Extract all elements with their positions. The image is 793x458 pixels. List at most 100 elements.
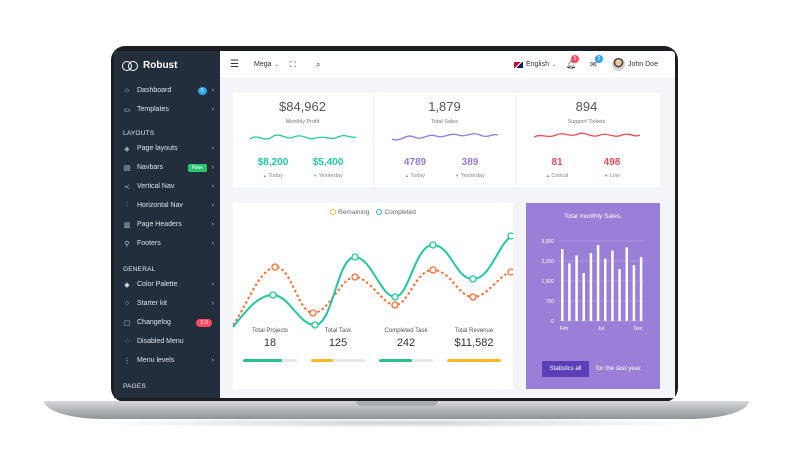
sidebar-item-page-headers[interactable]: ▥ Page Headers › <box>114 215 220 234</box>
data-point[interactable] <box>391 301 399 309</box>
stat-column: 894 Support Tickets 81 ▲ Critical 498 ▼ Low <box>517 93 656 187</box>
data-point[interactable] <box>469 293 477 301</box>
sidebar-item-starter-kit[interactable]: ○ Starter kit › <box>114 294 220 313</box>
chart-legend: Remaining Completed <box>233 209 513 216</box>
brand[interactable]: Robust <box>114 51 220 79</box>
messages-button[interactable]: ✉ 3 <box>590 55 603 69</box>
sales-bar[interactable] <box>582 273 586 321</box>
chevron-right-icon: › <box>211 240 214 247</box>
total-label: Total Projects <box>251 328 288 334</box>
stat-sub-value: $8,200 <box>257 157 289 168</box>
top-navbar: ☰ Mega ⌄ ⛶ ⌕ English ⌄ 🔔︎ 5 ✉ 3 J <box>220 51 675 79</box>
sales-bar[interactable] <box>596 245 600 321</box>
data-point[interactable] <box>507 232 513 240</box>
layers-icon: ◈ <box>124 145 130 153</box>
stat-column: $84,962 Monthly Profit $8,200 ▲ Today $5,400… <box>233 93 372 187</box>
stat-sub: $5,400 ▼ Yesterday <box>303 157 353 179</box>
language-label: English <box>526 61 549 68</box>
sidebar-item-label: Footers <box>137 240 161 247</box>
data-point[interactable] <box>271 263 279 271</box>
projects-chart-card: Remaining Completed <box>233 203 513 389</box>
data-point[interactable] <box>391 293 399 301</box>
chevron-right-icon: › <box>211 106 214 113</box>
completed-series-line <box>233 234 513 328</box>
menu-toggle-icon[interactable]: ☰ <box>230 59 239 70</box>
sales-bar[interactable] <box>639 257 643 321</box>
sidebar-item-vertical-nav[interactable]: ≺ Vertical Nav › <box>114 177 220 196</box>
sales-bar[interactable] <box>632 265 636 321</box>
stat-sub-value: 4789 <box>403 157 427 168</box>
avatar <box>612 58 625 71</box>
user-menu[interactable]: John Doe <box>612 58 658 71</box>
y-tick-label: 0 <box>551 319 554 325</box>
sales-bar[interactable] <box>625 247 629 321</box>
data-point[interactable] <box>269 291 277 299</box>
brand-logo-icon <box>122 60 138 71</box>
sidebar-item-disabled-menu[interactable]: ◌ Disabled Menu <box>114 332 220 351</box>
chevron-down-icon: ⌄ <box>551 61 557 68</box>
sidebar-item-horizontal-nav[interactable]: ⫶ Horizontal Nav › <box>114 196 220 215</box>
sidebar-item-changelog[interactable]: ▢ Changelog 2.0 <box>114 313 220 332</box>
stat-sub-label: ▼ Yesterday <box>445 173 495 179</box>
chevron-right-icon: › <box>211 164 214 171</box>
sidebar-item-footers[interactable]: ⚲ Footers › <box>114 234 220 253</box>
data-point[interactable] <box>429 241 437 249</box>
sidebar-item-menu-levels[interactable]: ⋮ Menu levels › <box>114 351 220 370</box>
sales-bar[interactable] <box>568 263 571 321</box>
sales-bar[interactable] <box>611 250 614 321</box>
notification-count: 5 <box>571 55 579 63</box>
sales-bar[interactable] <box>604 258 607 321</box>
statistics-all-button[interactable]: Statistics all <box>542 361 589 377</box>
mega-menu[interactable]: Mega ⌄ <box>254 61 279 68</box>
total-progress-fill <box>447 359 501 362</box>
remaining-series-line <box>233 266 513 326</box>
data-point[interactable] <box>469 275 477 283</box>
sales-bar-chart: 3,000 2,250 1,500 750 0 Feb Jul Dec <box>541 239 644 332</box>
line-chart <box>233 232 513 329</box>
sidebar-item-navbars[interactable]: ▤ Navbars New › <box>114 158 220 177</box>
legend-completed[interactable]: Completed <box>376 209 416 216</box>
stat-sub-value: 498 <box>603 157 621 168</box>
data-point[interactable] <box>309 309 317 317</box>
user-name: John Doe <box>628 61 658 68</box>
sidebar-item-label: Dashboard <box>137 87 172 94</box>
y-tick-label: 3,000 <box>541 239 554 245</box>
language-dropdown[interactable]: English ⌄ <box>514 61 556 68</box>
stat-sub-caption: Critical <box>551 173 569 179</box>
stat-sub: $8,200 ▲ Today <box>248 157 298 179</box>
monthly-sales-card: Total monthly Sales. 3,000 2,250 1,500 750 0… <box>526 203 660 389</box>
notifications-button[interactable]: 🔔︎ 5 <box>566 55 579 69</box>
sidebar-item-label: Vertical Nav <box>137 183 175 190</box>
data-point[interactable] <box>351 253 359 261</box>
sidebar-item-templates[interactable]: ▭ Templates › <box>114 100 220 119</box>
data-point[interactable] <box>429 266 437 274</box>
sidebar-item-color-palette[interactable]: ◆ Color Palette › <box>114 275 220 294</box>
data-point[interactable] <box>351 273 359 281</box>
chevron-right-icon: › <box>211 202 214 209</box>
sidebar-badge: 2.0 <box>196 318 212 327</box>
sidebar-item-dashboard[interactable]: ⌂ Dashboard 5 › <box>114 81 220 100</box>
stat-value: 894 <box>575 99 598 114</box>
sliders-icon: ⫶ <box>126 201 128 209</box>
sales-bar[interactable] <box>561 249 564 321</box>
chevron-right-icon: › <box>211 300 214 307</box>
x-tick-label: Feb <box>560 326 569 332</box>
sales-bar[interactable] <box>575 255 578 321</box>
total-value: 18 <box>263 337 277 349</box>
total-progress-fill <box>243 359 282 362</box>
total-item: Completed Task 242 <box>371 328 441 362</box>
sales-bar[interactable] <box>618 269 621 321</box>
laptop-base <box>44 401 749 419</box>
stat-sub-label: ▼ Low <box>587 173 637 179</box>
stat-sub-caption: Today <box>268 173 284 179</box>
data-point[interactable] <box>311 321 319 329</box>
arrow-up-icon: ▲ <box>262 173 267 178</box>
data-point[interactable] <box>507 268 513 276</box>
fullscreen-icon[interactable]: ⛶ <box>290 59 296 69</box>
sales-bar[interactable] <box>589 253 593 321</box>
sidebar-item-page-layouts[interactable]: ◈ Page layouts › <box>114 139 220 158</box>
stat-sub: 498 ▼ Low <box>587 157 637 179</box>
bell-icon: 🔔︎ <box>566 60 577 69</box>
legend-remaining[interactable]: Remaining <box>330 209 369 216</box>
search-icon[interactable]: ⌕ <box>316 59 321 69</box>
